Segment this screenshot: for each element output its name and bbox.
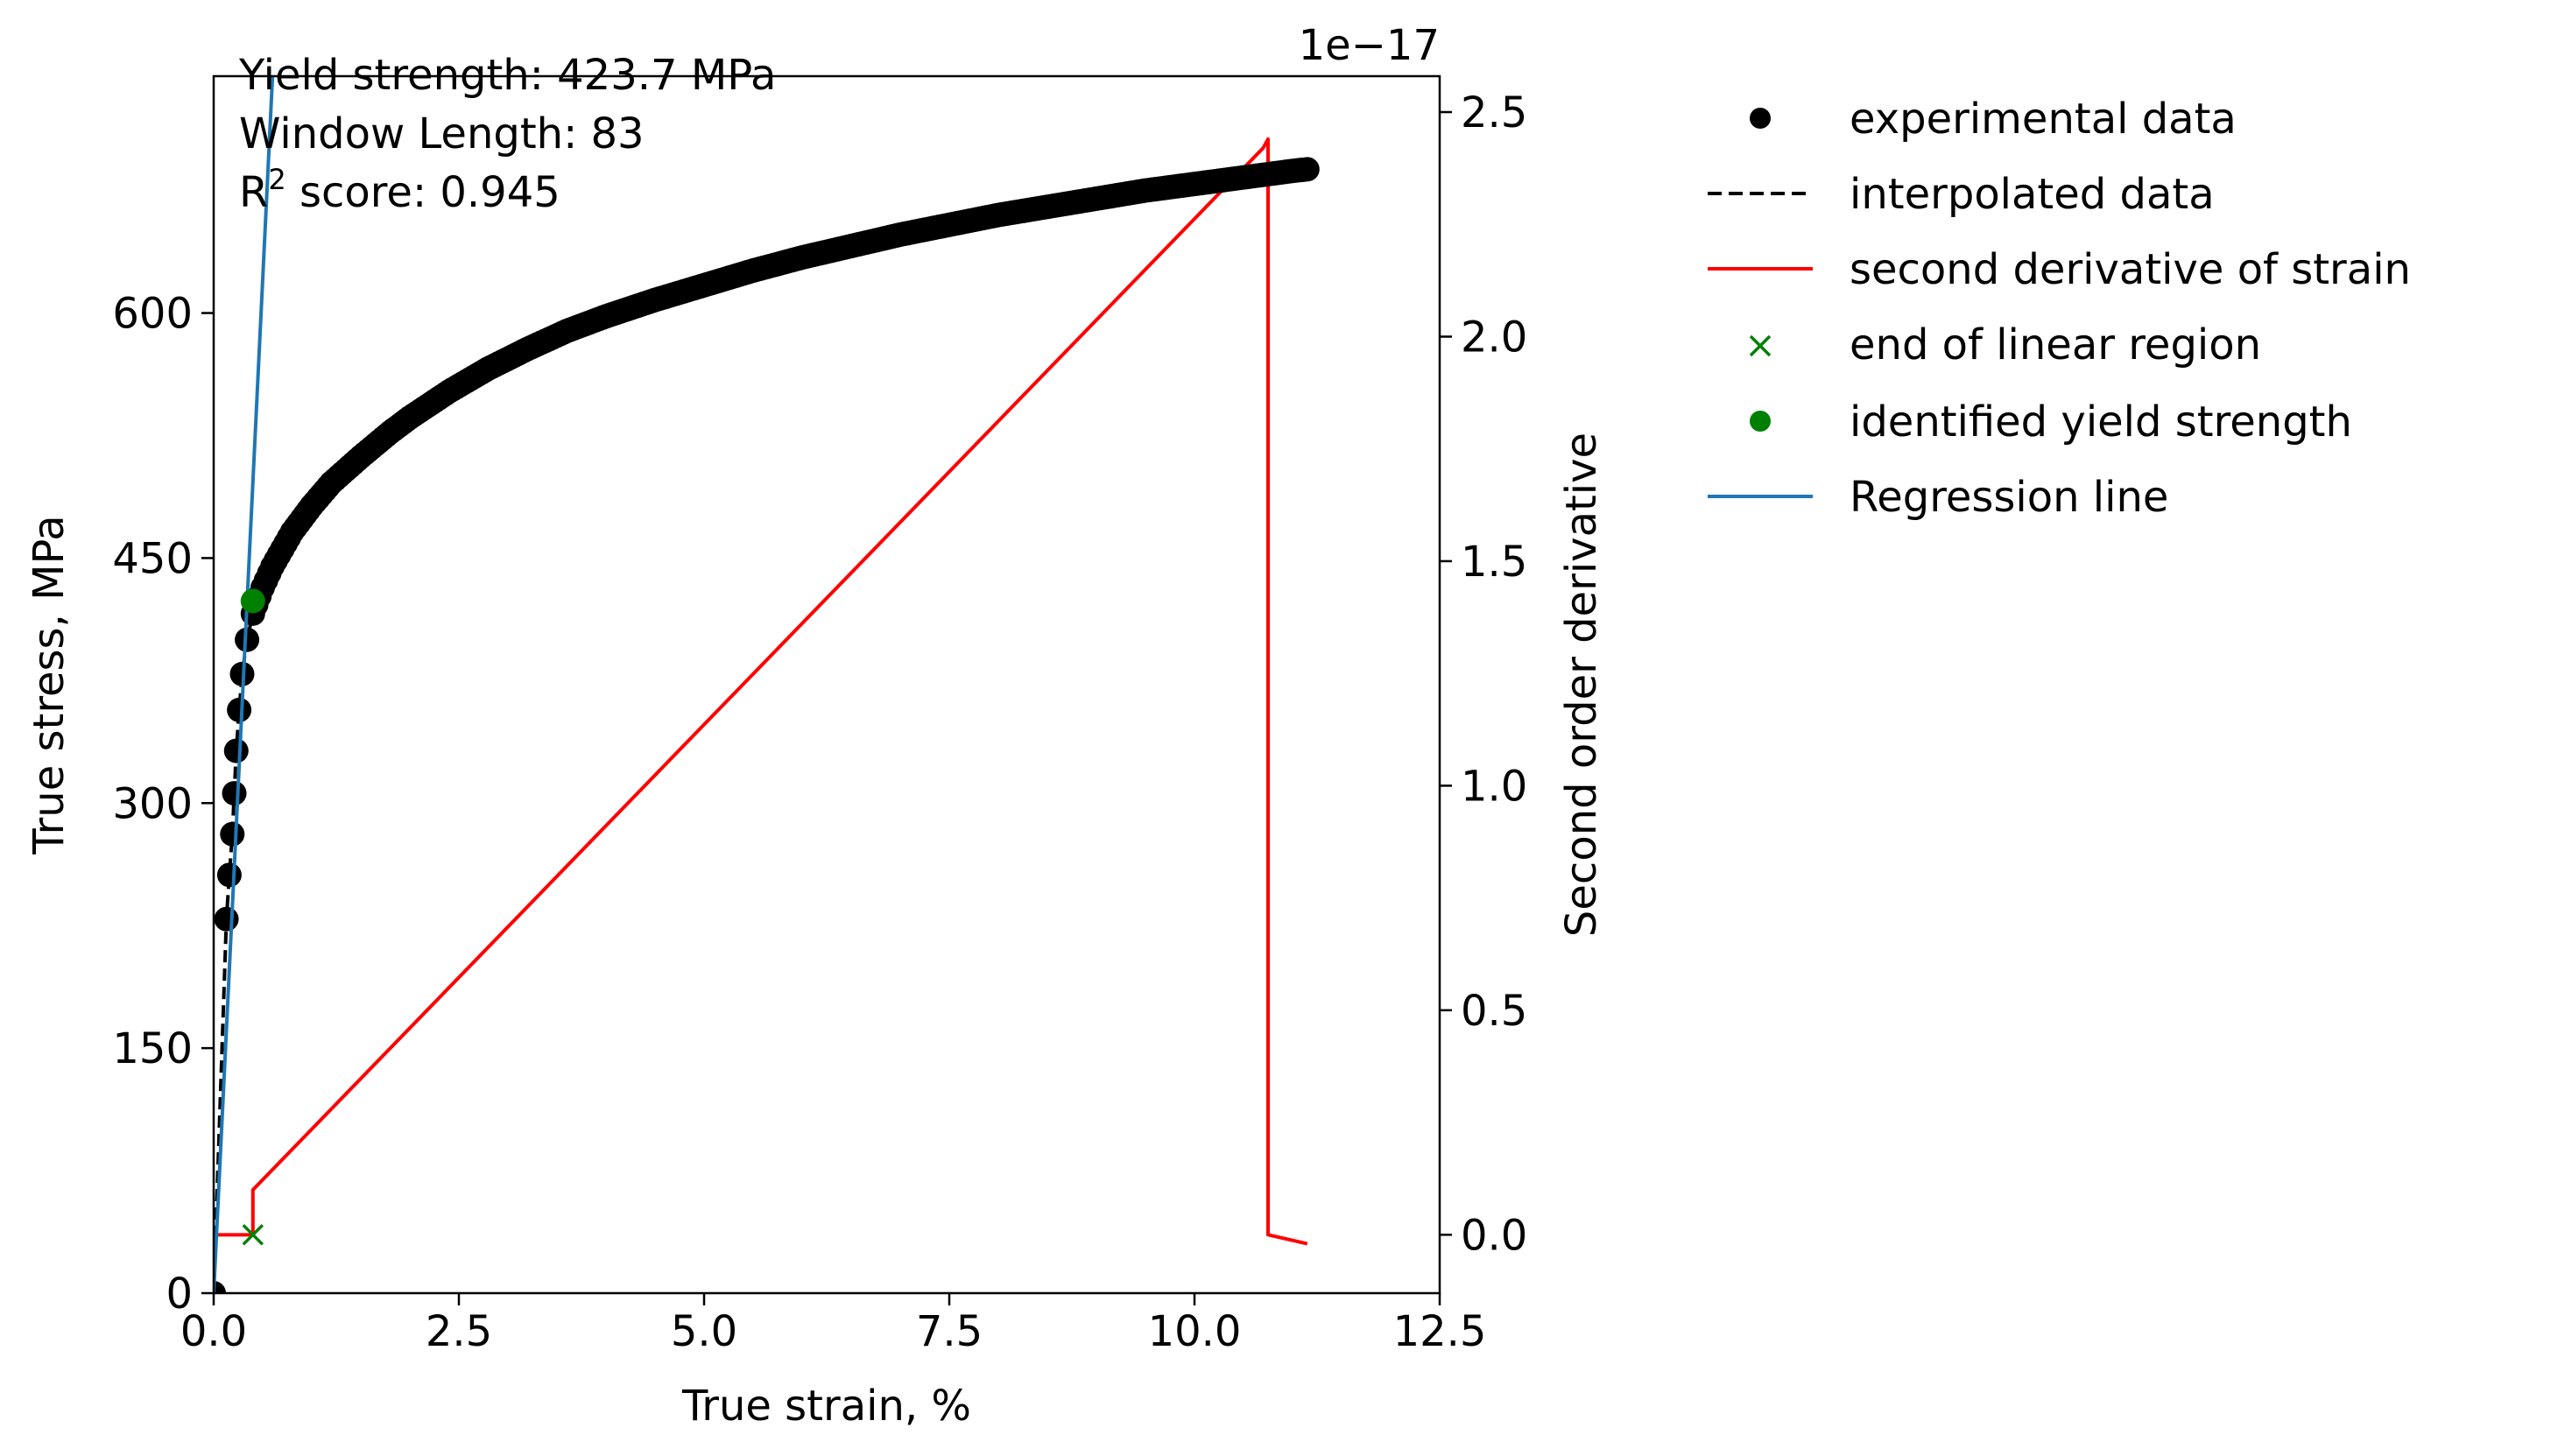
legend-label: experimental data [1850, 95, 2237, 144]
legend-label: second derivative of strain [1850, 245, 2411, 294]
y-tick-label: 0 [166, 1270, 193, 1319]
legend-item-experimental-data: experimental data [1750, 95, 2237, 144]
y-right-axis-offset: 1e−17 [1299, 21, 1440, 70]
data-point [220, 821, 245, 847]
series-line-interpolated-data [214, 504, 314, 1293]
legend-label: end of linear region [1850, 320, 2261, 369]
x-axis-ticks: 0.0 2.5 5.0 7.5 10.0 12.5 [180, 1293, 1487, 1356]
y-axis-label: True stress, MPa [25, 515, 74, 855]
legend-item-regression-line: Regression line [1708, 473, 2168, 522]
legend-label: interpolated data [1850, 170, 2215, 219]
y-right-tick-label: 0.5 [1461, 987, 1527, 1036]
annotation-r2-superscript: 2 [268, 163, 285, 196]
x-tick-label: 10.0 [1148, 1307, 1242, 1356]
data-point [214, 1281, 226, 1293]
series-experimental-data [214, 157, 1320, 1293]
series-line-regression [214, 76, 275, 1293]
x-tick-label: 7.5 [916, 1307, 983, 1356]
plot-content [214, 76, 1320, 1293]
x-tick-label: 5.0 [671, 1307, 737, 1356]
y-tick-label: 450 [112, 534, 193, 583]
marker-end-of-linear-region [242, 1224, 264, 1246]
x-tick-label: 12.5 [1393, 1307, 1487, 1356]
annotation-r2-prefix: R [239, 168, 268, 217]
plot-frame [212, 74, 1441, 1295]
legend-item-second-derivative: second derivative of strain [1708, 245, 2411, 294]
data-point [227, 697, 252, 722]
y-tick-label: 150 [112, 1024, 193, 1073]
legend-label: identified yield strength [1850, 397, 2352, 447]
x-axis-label: True strain, % [681, 1382, 971, 1431]
annotation-r2-suffix: score: 0.945 [286, 168, 560, 217]
y-right-axis-ticks: 0.0 0.5 1.0 1.5 2.0 2.5 [1440, 88, 1527, 1260]
x-tick-label: 2.5 [426, 1307, 492, 1356]
y-axis-ticks: 0 150 300 450 600 [112, 290, 214, 1319]
y-right-tick-label: 2.0 [1461, 313, 1527, 362]
legend-cross-icon [1749, 334, 1772, 357]
annotation-r2-score: R2 score: 0.945 [239, 163, 560, 217]
legend-item-end-of-linear-region: end of linear region [1749, 320, 2261, 369]
y-tick-label: 600 [112, 290, 193, 339]
y-right-tick-label: 0.0 [1461, 1211, 1527, 1260]
data-point [1291, 157, 1316, 182]
legend-item-interpolated-data: interpolated data [1708, 170, 2215, 219]
y-right-tick-label: 1.0 [1461, 762, 1527, 811]
y-right-axis-label: Second order derivative [1557, 433, 1606, 937]
y-tick-label: 300 [112, 779, 193, 828]
legend-green-dot-icon [1750, 411, 1771, 432]
annotation-window-length: Window Length: 83 [239, 109, 645, 158]
legend-item-identified-yield: identified yield strength [1750, 397, 2352, 447]
legend-marker-dot-icon [1750, 108, 1771, 129]
annotation-yield-strength: Yield strength: 423.7 MPa [238, 51, 776, 100]
series-line-second-derivative [214, 137, 1308, 1246]
marker-identified-yield-strength [240, 588, 265, 614]
y-right-tick-label: 1.5 [1461, 538, 1527, 587]
legend: experimental data interpolated data seco… [1708, 95, 2411, 522]
legend-label: Regression line [1850, 473, 2168, 522]
annotation-block: Yield strength: 423.7 MPa Window Length:… [238, 51, 776, 217]
x-tick-label: 0.0 [180, 1307, 247, 1356]
y-right-tick-label: 2.5 [1461, 88, 1527, 137]
